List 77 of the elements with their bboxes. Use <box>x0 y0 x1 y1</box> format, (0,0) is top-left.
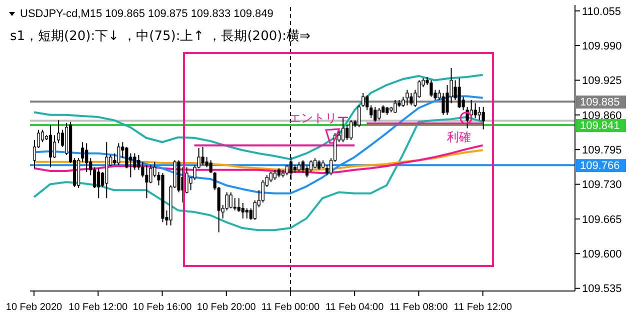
candlestick <box>133 152 136 170</box>
candlestick <box>478 106 481 121</box>
y-tick-label: 109.925 <box>582 75 622 88</box>
candlestick <box>442 92 445 116</box>
candlestick <box>370 104 373 119</box>
candlestick <box>301 160 305 174</box>
y-tick-label: 109.860 <box>582 110 622 122</box>
candlestick <box>52 134 56 159</box>
candlestick <box>406 89 409 106</box>
x-tick-label: 10 Feb 20:00 <box>196 302 256 313</box>
candlestick <box>402 96 405 108</box>
candlestick <box>48 124 52 168</box>
candlestick <box>209 160 212 174</box>
candlestick <box>366 94 369 111</box>
candlestick <box>241 202 244 219</box>
candlestick <box>313 158 317 169</box>
candlestick <box>394 99 397 114</box>
candlestick <box>225 192 228 211</box>
chart-title: USDJPY-cd,M15 109.865 109.875 109.833 109.849 <box>20 8 274 20</box>
ref-line-label: 109.766 <box>580 160 620 172</box>
candlestick <box>97 168 100 199</box>
candlestick <box>185 166 188 194</box>
annotation: エントリー <box>289 110 349 127</box>
y-tick-label: 109.730 <box>582 179 622 192</box>
candlestick <box>229 192 232 209</box>
y-tick-label: 110.055 <box>582 6 621 18</box>
x-tick-label: 10 Feb 2020 <box>6 302 63 313</box>
candlestick <box>117 142 120 166</box>
candlestick <box>342 116 345 143</box>
candlestick <box>305 164 309 178</box>
candlestick <box>201 146 204 166</box>
candlestick <box>85 142 88 173</box>
candlestick <box>285 164 289 176</box>
candlestick <box>57 120 60 144</box>
candlestick <box>233 198 236 211</box>
candlestick <box>362 92 365 108</box>
y-tick-label: 109.665 <box>582 214 622 226</box>
annotation: 利確 <box>447 129 471 146</box>
x-tick-label: 11 Feb 00:00 <box>261 302 320 313</box>
candlestick <box>125 146 128 169</box>
candlestick <box>374 106 377 122</box>
candlestick <box>430 80 433 98</box>
x-tick-label: 11 Feb 08:00 <box>390 302 448 313</box>
candlestick <box>145 164 148 199</box>
candlestick <box>350 120 353 140</box>
candlestick <box>245 208 248 219</box>
candlestick <box>466 106 469 129</box>
x-tick-label: 11 Feb 04:00 <box>325 302 384 313</box>
y-tick-label: 109.600 <box>582 248 622 261</box>
candlestick <box>261 180 264 203</box>
x-tick-label: 10 Feb 12:00 <box>68 302 128 313</box>
candlestick <box>378 107 381 121</box>
candlestick <box>458 78 461 108</box>
x-tick-label: 11 Feb 12:00 <box>454 302 512 313</box>
candlestick <box>346 124 349 140</box>
candlestick <box>81 142 84 162</box>
y-tick-label: 109.990 <box>582 40 622 52</box>
line-series <box>33 74 484 160</box>
candlestick <box>297 161 301 173</box>
text: s1，短期(20):下↓ ，中(75):上↑ ，長期(200):横⇒ <box>10 28 310 45</box>
candlestick <box>237 198 240 213</box>
candlestick <box>309 160 313 173</box>
candlestick <box>474 102 477 119</box>
candlestick <box>358 104 361 128</box>
candlestick <box>482 106 485 130</box>
candlestick <box>269 172 272 183</box>
candlestick <box>277 168 280 178</box>
candlestick <box>410 92 413 106</box>
y-tick-label: 109.795 <box>582 144 622 157</box>
ref-line-label: 109.885 <box>580 96 620 109</box>
x-tick-label: 10 Feb 16:00 <box>132 302 192 313</box>
candlestick <box>317 160 321 170</box>
candlestick <box>149 164 152 184</box>
y-tick-label: 109.535 <box>582 283 622 296</box>
candlestick <box>273 169 276 181</box>
candlestick <box>253 200 256 221</box>
ref-line-label: 109.841 <box>580 120 620 132</box>
